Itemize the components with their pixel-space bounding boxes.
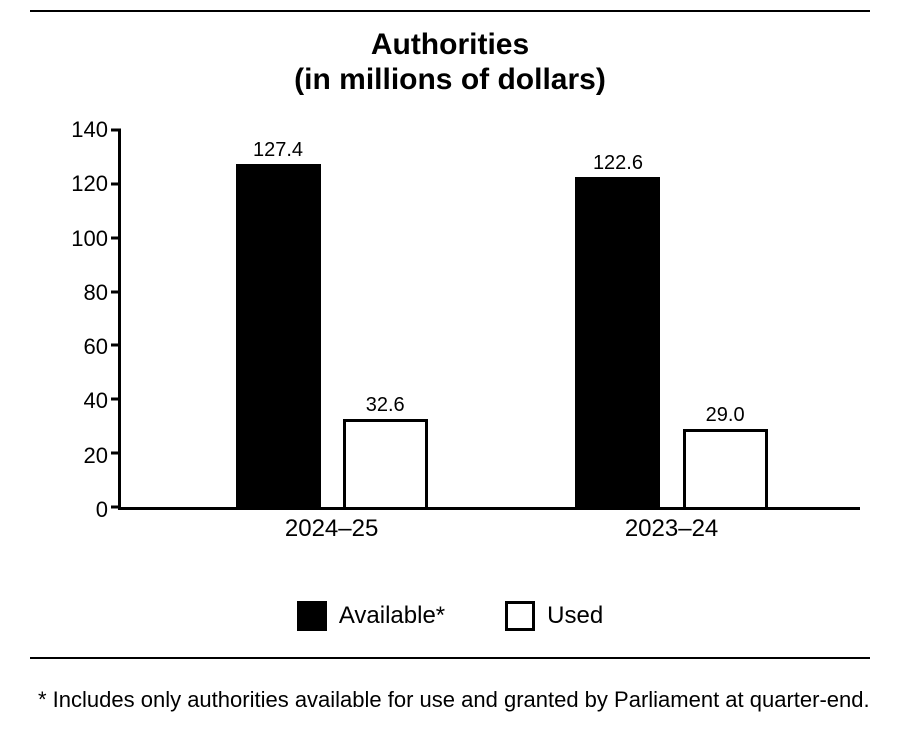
y-tick-label: 80 bbox=[84, 280, 108, 306]
bar-value-label: 122.6 bbox=[593, 152, 643, 175]
bar-value-label: 32.6 bbox=[366, 394, 405, 417]
legend-label: Available* bbox=[339, 602, 445, 630]
bar-value-label: 29.0 bbox=[706, 404, 745, 427]
bar-value-label: 127.4 bbox=[253, 139, 303, 162]
y-tick-mark bbox=[111, 290, 121, 293]
chart-container: Authorities (in millions of dollars) 0 20… bbox=[0, 0, 900, 731]
bar-used: 32.6 bbox=[343, 419, 428, 507]
y-tick-mark bbox=[111, 236, 121, 239]
y-tick-mark bbox=[111, 506, 121, 509]
plot-area: 127.432.62024–25122.629.02023–24 bbox=[118, 130, 860, 510]
title-line2: (in millions of dollars) bbox=[0, 63, 900, 98]
bar-used: 29.0 bbox=[683, 429, 768, 507]
legend-label: Used bbox=[547, 602, 603, 630]
y-tick-label: 0 bbox=[96, 497, 108, 523]
y-tick-mark bbox=[111, 398, 121, 401]
x-group-label: 2023–24 bbox=[625, 515, 718, 543]
legend-item: Available* bbox=[297, 601, 445, 631]
y-tick-label: 20 bbox=[84, 443, 108, 469]
y-tick-label: 140 bbox=[71, 117, 108, 143]
y-tick-label: 60 bbox=[84, 334, 108, 360]
y-tick-label: 120 bbox=[71, 171, 108, 197]
bar-available: 127.4 bbox=[236, 164, 321, 507]
bar-available: 122.6 bbox=[575, 177, 660, 507]
legend-swatch bbox=[297, 601, 327, 631]
legend-item: Used bbox=[505, 601, 603, 631]
y-tick-mark bbox=[111, 182, 121, 185]
title-line1: Authorities bbox=[0, 28, 900, 63]
y-tick-label: 40 bbox=[84, 388, 108, 414]
y-tick-mark bbox=[111, 129, 121, 132]
footnote: * Includes only authorities available fo… bbox=[38, 687, 870, 713]
chart-title: Authorities (in millions of dollars) bbox=[0, 28, 900, 97]
y-axis-labels: 020406080100120140 bbox=[60, 130, 116, 550]
legend-swatch bbox=[505, 601, 535, 631]
x-group-label: 2024–25 bbox=[285, 515, 378, 543]
y-tick-mark bbox=[111, 344, 121, 347]
bar-chart: 020406080100120140 127.432.62024–25122.6… bbox=[60, 130, 870, 550]
y-tick-label: 100 bbox=[71, 226, 108, 252]
y-tick-mark bbox=[111, 452, 121, 455]
bottom-rule bbox=[30, 657, 870, 659]
legend: Available* Used bbox=[0, 596, 900, 636]
top-rule bbox=[30, 10, 870, 12]
